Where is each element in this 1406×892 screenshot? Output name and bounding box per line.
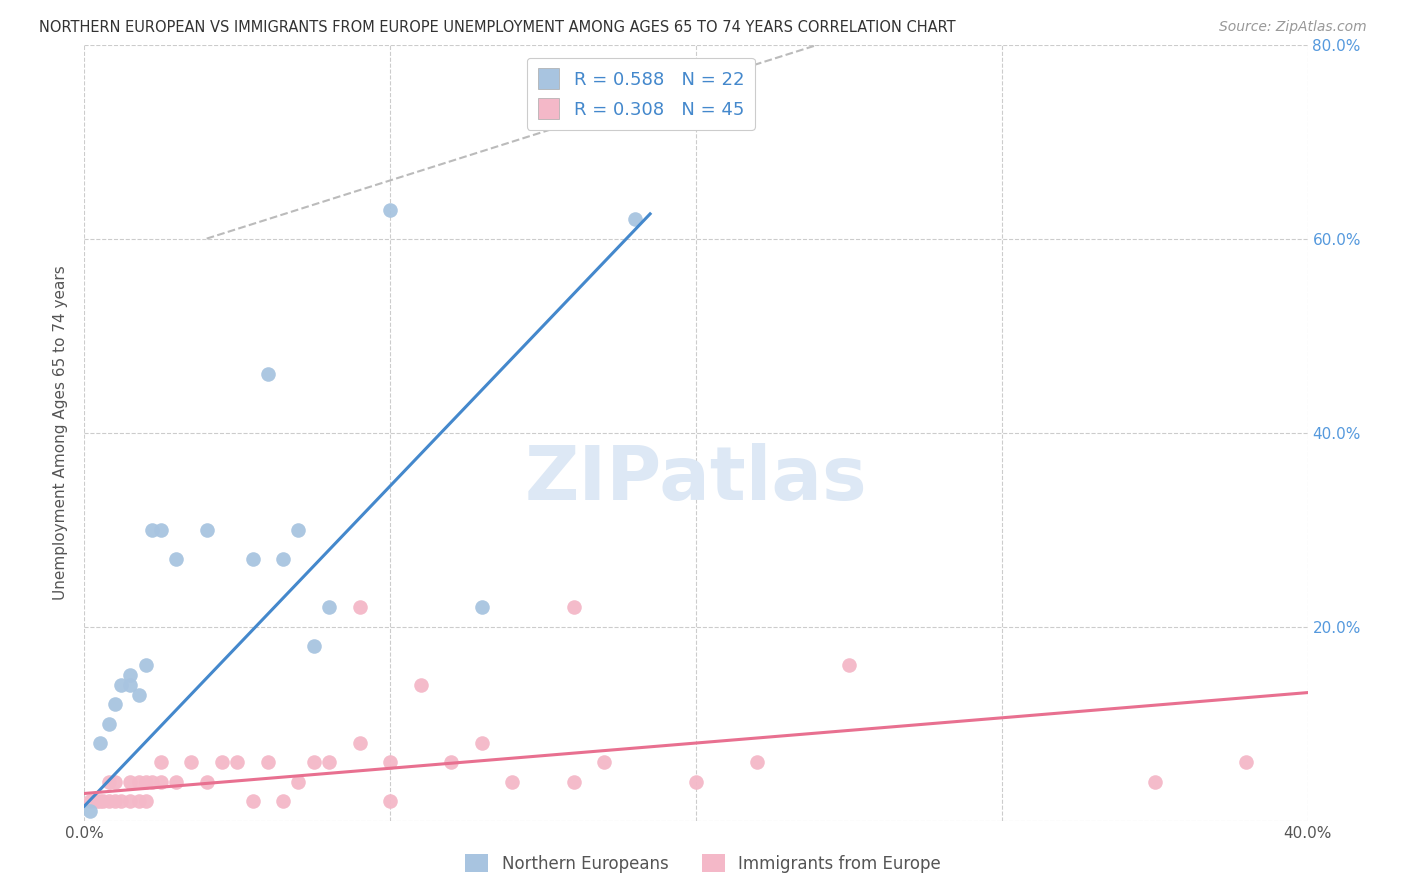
Point xyxy=(242,551,264,566)
Point xyxy=(409,678,432,692)
Point xyxy=(380,756,402,770)
Point xyxy=(120,668,142,682)
Point xyxy=(1236,756,1258,770)
Point xyxy=(141,774,163,789)
Legend: Northern Europeans, Immigrants from Europe: Northern Europeans, Immigrants from Euro… xyxy=(458,847,948,880)
Point xyxy=(141,523,163,537)
Point xyxy=(128,688,150,702)
Point xyxy=(257,756,280,770)
Point xyxy=(79,804,101,818)
Point xyxy=(128,794,150,808)
Point xyxy=(257,368,280,382)
Point xyxy=(226,756,249,770)
Point xyxy=(440,756,463,770)
Text: ZIPatlas: ZIPatlas xyxy=(524,442,868,516)
Text: NORTHERN EUROPEAN VS IMMIGRANTS FROM EUROPE UNEMPLOYMENT AMONG AGES 65 TO 74 YEA: NORTHERN EUROPEAN VS IMMIGRANTS FROM EUR… xyxy=(39,20,956,35)
Point xyxy=(562,774,585,789)
Point xyxy=(302,639,325,653)
Point xyxy=(120,678,142,692)
Point xyxy=(380,794,402,808)
Point xyxy=(97,716,120,731)
Point xyxy=(79,794,101,808)
Point xyxy=(318,600,340,615)
Point xyxy=(195,523,218,537)
Point xyxy=(211,756,233,770)
Point xyxy=(318,756,340,770)
Point xyxy=(287,774,309,789)
Point xyxy=(135,794,157,808)
Point xyxy=(149,774,172,789)
Point xyxy=(89,794,111,808)
Point xyxy=(195,774,218,789)
Point xyxy=(242,794,264,808)
Point xyxy=(128,774,150,789)
Legend: R = 0.588   N = 22, R = 0.308   N = 45: R = 0.588 N = 22, R = 0.308 N = 45 xyxy=(527,57,755,130)
Point xyxy=(149,523,172,537)
Point xyxy=(91,794,114,808)
Point xyxy=(135,658,157,673)
Point xyxy=(165,774,187,789)
Point xyxy=(380,202,402,217)
Point xyxy=(271,551,294,566)
Point xyxy=(120,774,142,789)
Point xyxy=(838,658,860,673)
Point xyxy=(302,756,325,770)
Point xyxy=(624,212,647,227)
Point xyxy=(180,756,202,770)
Point xyxy=(104,774,127,789)
Point xyxy=(104,698,127,712)
Point xyxy=(471,600,494,615)
Y-axis label: Unemployment Among Ages 65 to 74 years: Unemployment Among Ages 65 to 74 years xyxy=(53,265,69,600)
Point xyxy=(97,794,120,808)
Point xyxy=(562,600,585,615)
Point xyxy=(349,736,371,750)
Point xyxy=(747,756,769,770)
Point xyxy=(135,774,157,789)
Point xyxy=(1143,774,1166,789)
Point xyxy=(110,794,132,808)
Point xyxy=(89,736,111,750)
Point xyxy=(471,736,494,750)
Point xyxy=(104,794,127,808)
Point xyxy=(349,600,371,615)
Point xyxy=(271,794,294,808)
Point xyxy=(120,794,142,808)
Point xyxy=(165,551,187,566)
Point xyxy=(149,756,172,770)
Text: Source: ZipAtlas.com: Source: ZipAtlas.com xyxy=(1219,20,1367,34)
Point xyxy=(110,678,132,692)
Point xyxy=(502,774,524,789)
Point xyxy=(685,774,707,789)
Point xyxy=(97,774,120,789)
Point xyxy=(593,756,616,770)
Point xyxy=(287,523,309,537)
Point xyxy=(86,794,108,808)
